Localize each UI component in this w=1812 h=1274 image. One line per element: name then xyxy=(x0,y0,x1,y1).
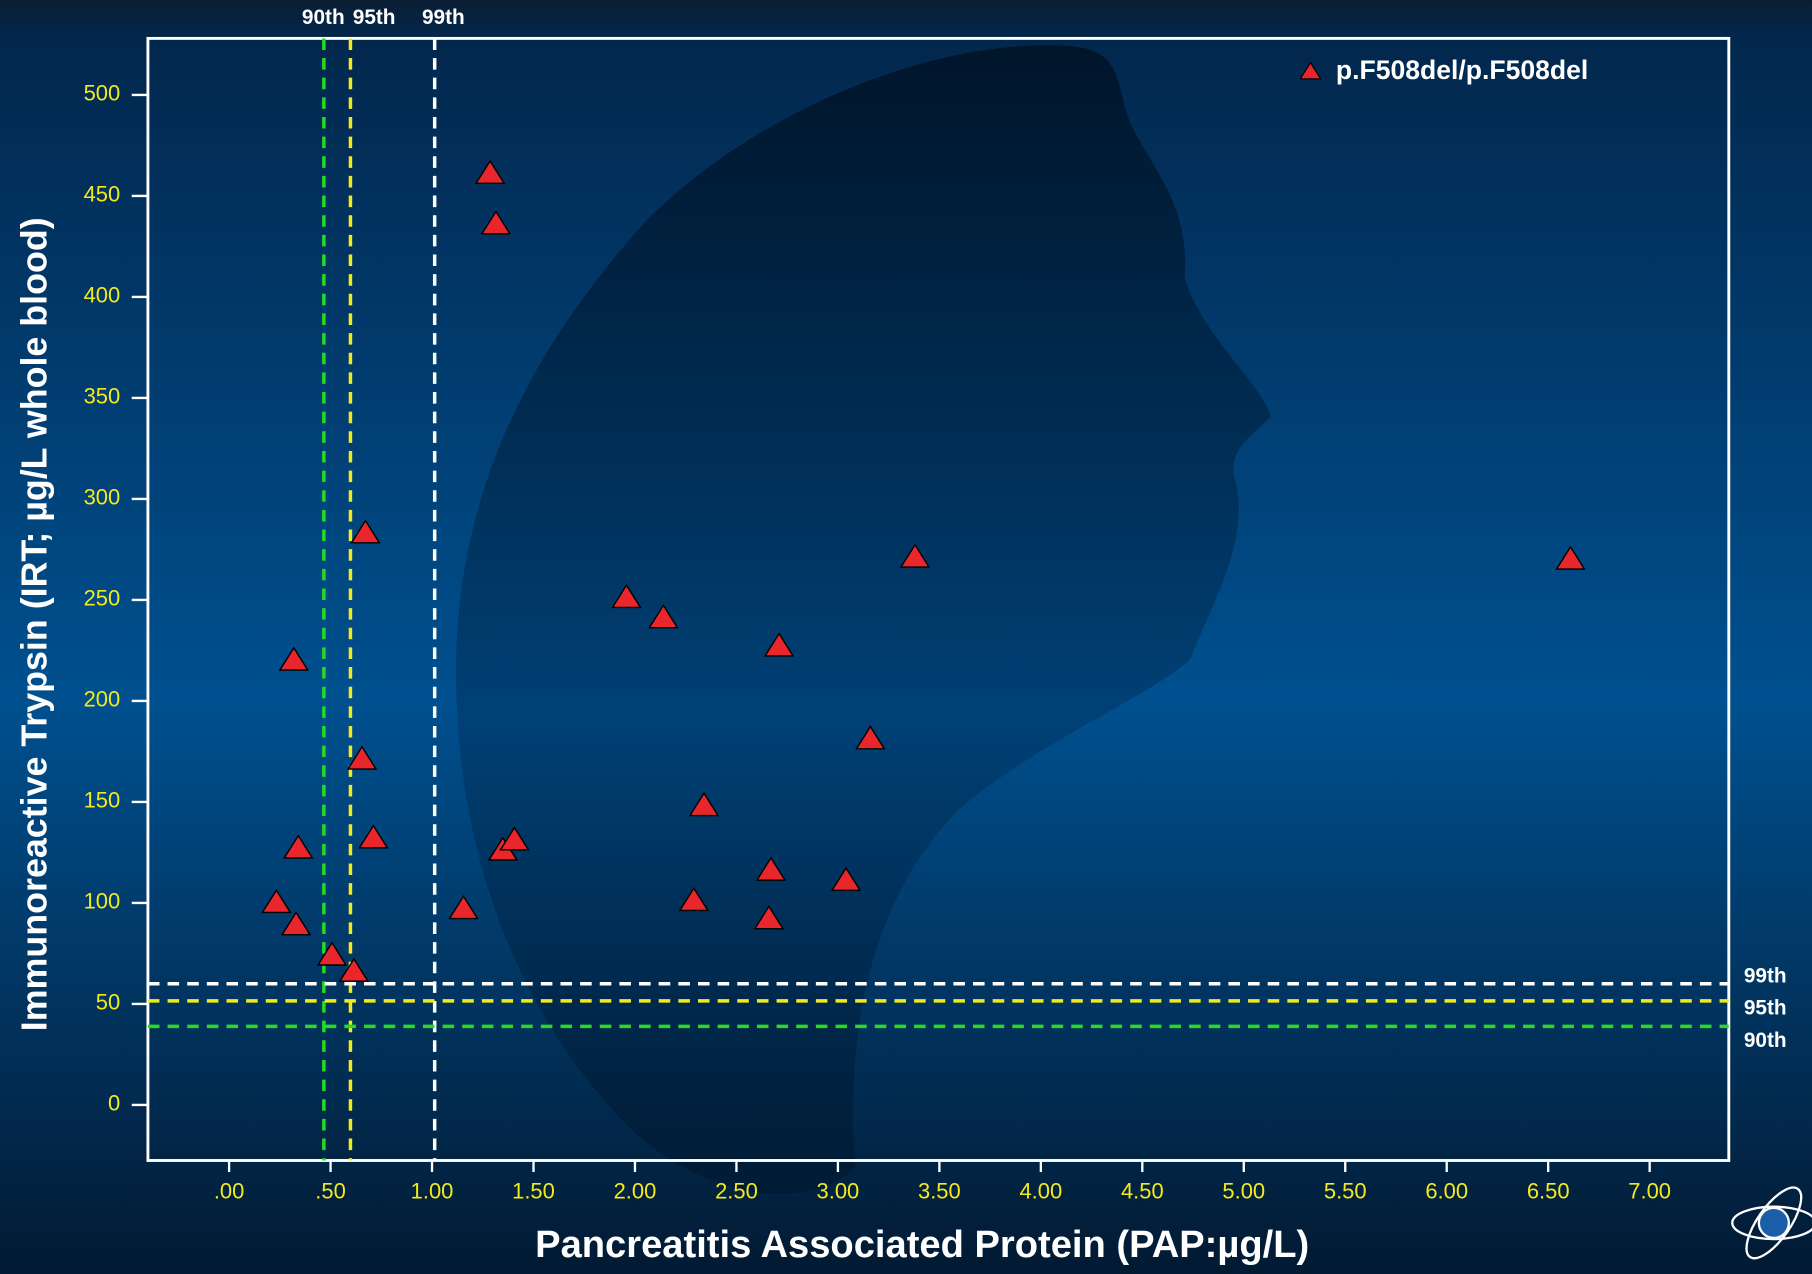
x-tick-label: 4.00 xyxy=(1019,1179,1062,1204)
x-tick-label: 5.00 xyxy=(1222,1179,1265,1204)
y-tick-label: 500 xyxy=(84,81,121,106)
y-tick-label: 0 xyxy=(108,1091,120,1116)
y-threshold-label: 90th xyxy=(1744,1029,1787,1052)
y-tick-label: 250 xyxy=(84,586,121,611)
legend-label: p.F508del/p.F508del xyxy=(1336,55,1588,85)
y-tick-label: 50 xyxy=(96,990,120,1015)
y-tick-label: 150 xyxy=(84,788,121,813)
y-axis-title: Immunoreactive Trypsin (IRT; µg/L whole … xyxy=(14,217,54,1031)
x-threshold-label: 99th xyxy=(422,6,465,29)
chart: Immunoreactive Trypsin (IRT; µg/L whole … xyxy=(0,0,1812,1274)
x-tick-label: 6.00 xyxy=(1425,1179,1468,1204)
x-tick-label: 4.50 xyxy=(1121,1179,1164,1204)
y-tick-label: 350 xyxy=(84,384,121,409)
x-tick-label: 2.00 xyxy=(614,1179,657,1204)
y-threshold-label: 95th xyxy=(1744,997,1787,1020)
x-threshold-label: 90th xyxy=(302,6,345,29)
x-threshold-label: 95th xyxy=(353,6,396,29)
x-tick-label: 6.50 xyxy=(1527,1179,1570,1204)
y-tick-label: 450 xyxy=(84,182,121,207)
x-tick-label: 1.50 xyxy=(512,1179,555,1204)
x-tick-label: 2.50 xyxy=(715,1179,758,1204)
logo-core xyxy=(1759,1208,1789,1238)
x-tick-label: .50 xyxy=(315,1179,346,1204)
y-tick-label: 100 xyxy=(84,889,121,914)
x-tick-label: 3.00 xyxy=(817,1179,860,1204)
x-tick-label: 3.50 xyxy=(918,1179,961,1204)
y-threshold-label: 99th xyxy=(1744,964,1787,987)
x-tick-label: .00 xyxy=(214,1179,244,1204)
y-tick-label: 200 xyxy=(84,687,121,712)
x-tick-label: 7.00 xyxy=(1628,1179,1671,1204)
x-tick-label: 1.00 xyxy=(411,1179,454,1204)
x-tick-label: 5.50 xyxy=(1324,1179,1367,1204)
page: {"chart_data":{"type":"scatter", "x_labe… xyxy=(0,0,1812,1274)
y-tick-label: 300 xyxy=(84,485,121,510)
x-axis-title: Pancreatitis Associated Protein (PAP:µg/… xyxy=(535,1223,1309,1266)
y-tick-label: 400 xyxy=(84,283,121,308)
